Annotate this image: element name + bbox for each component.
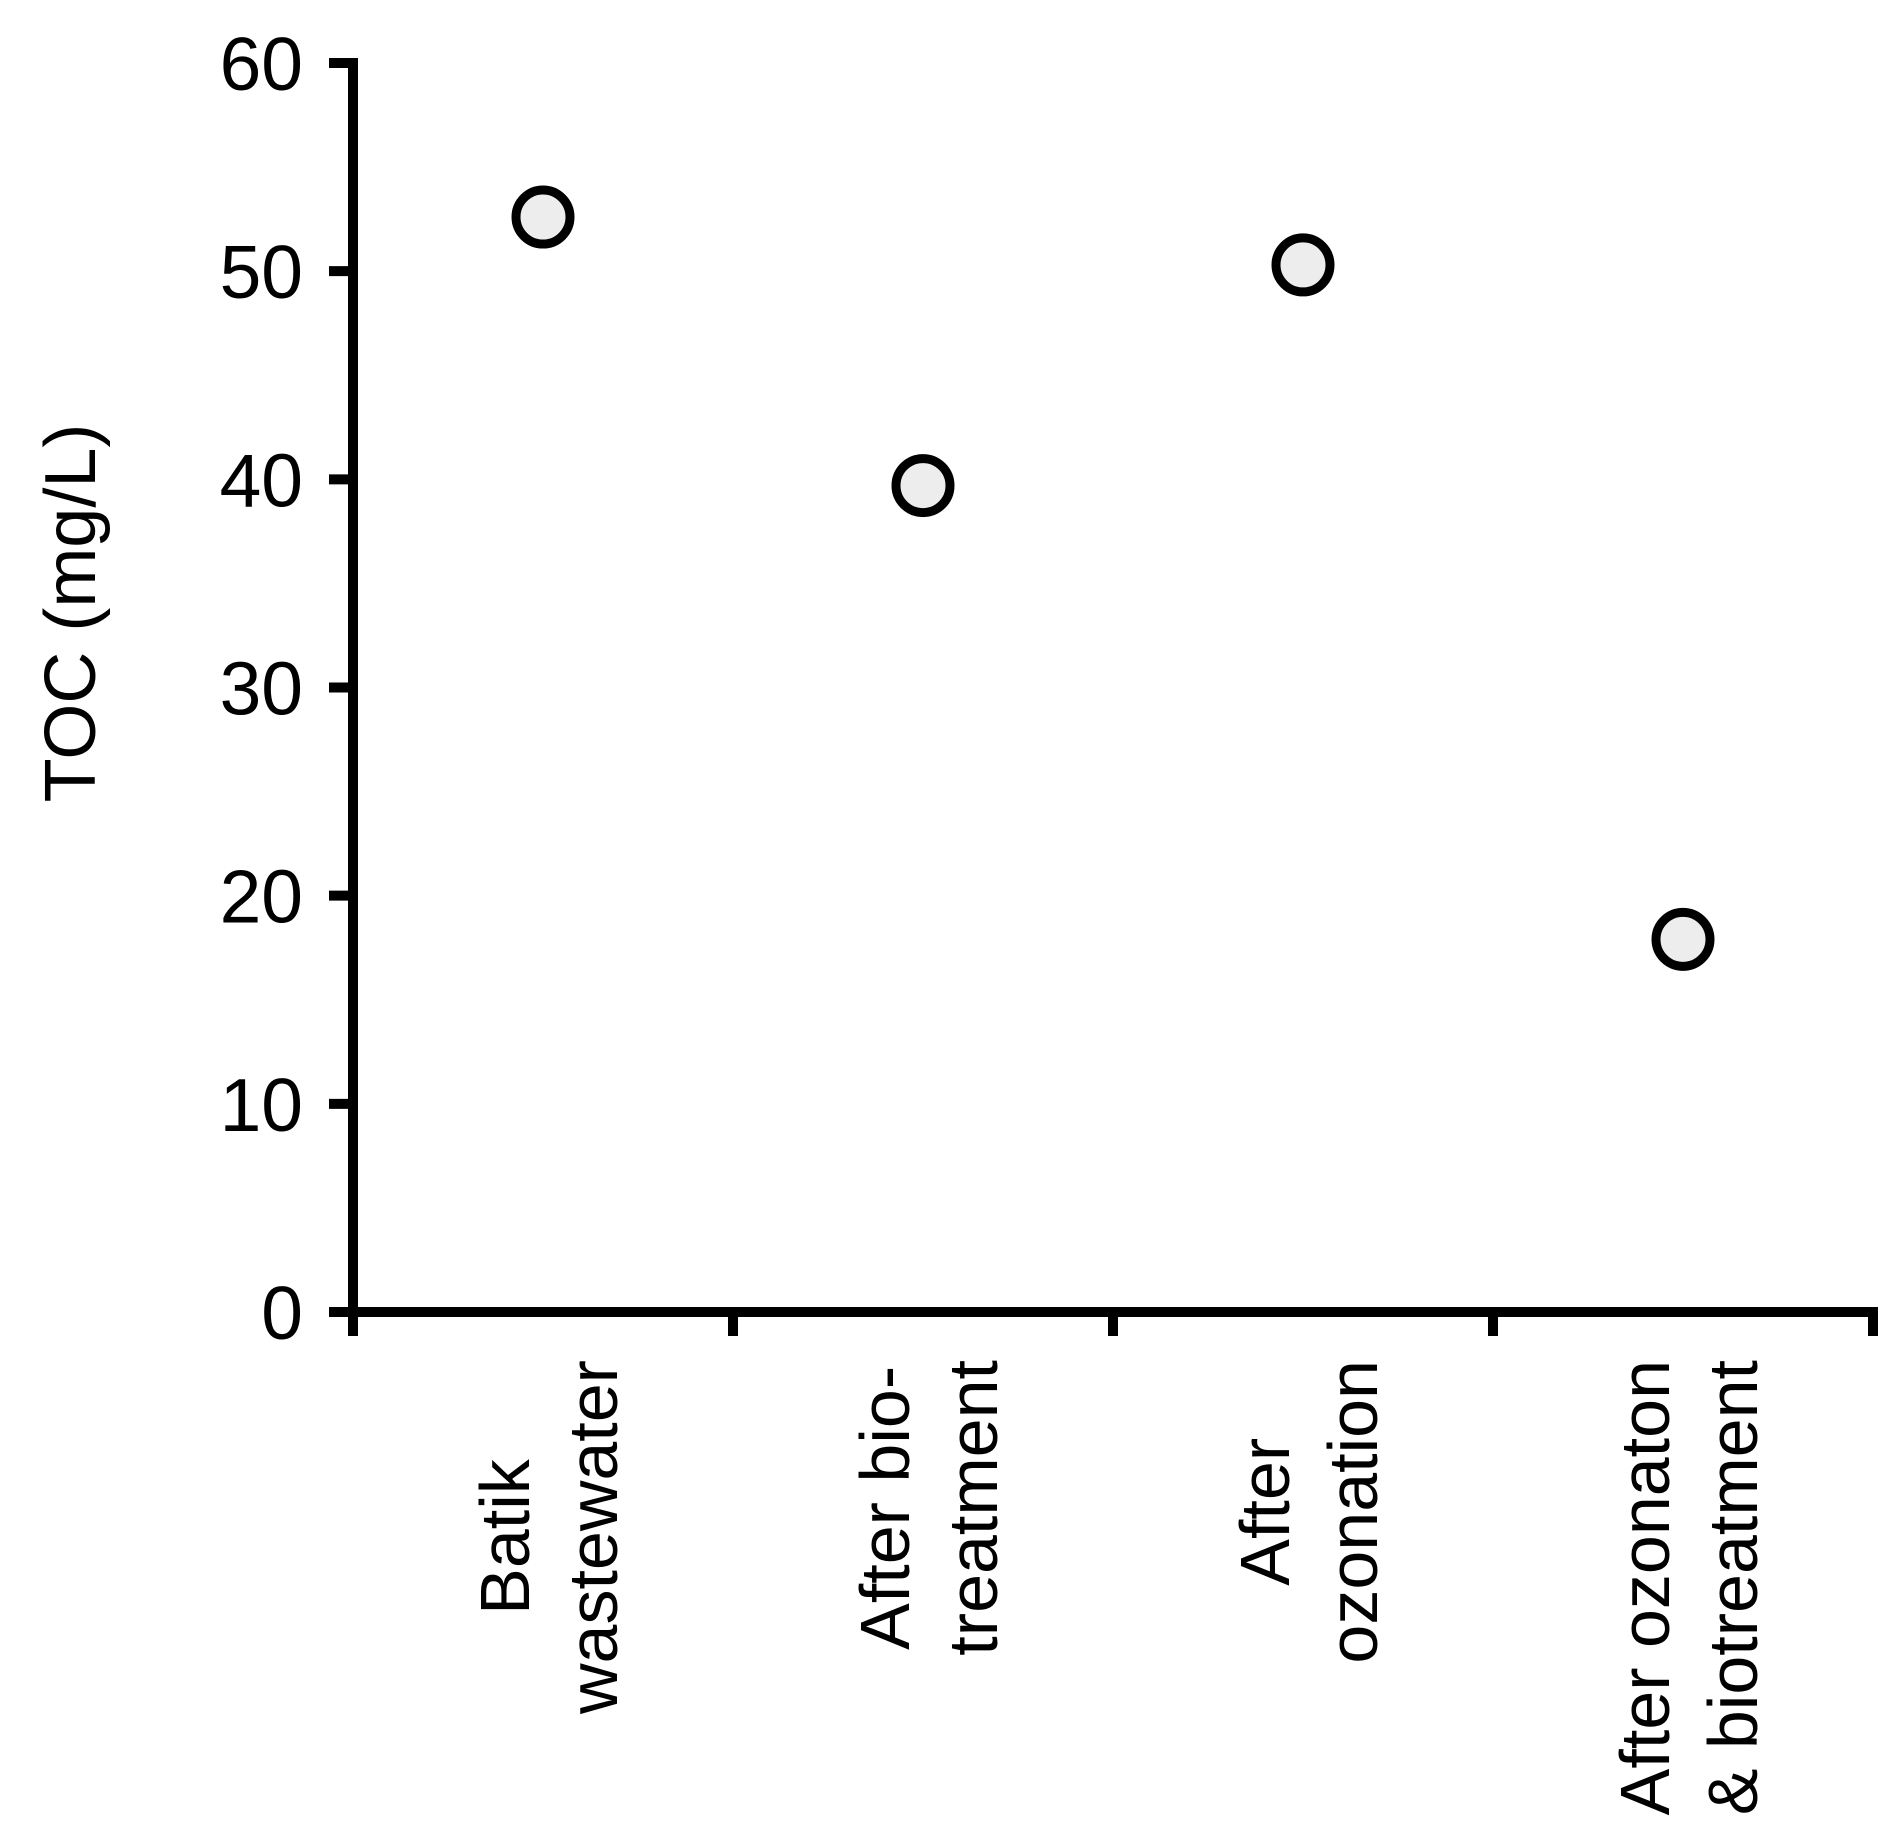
data-point [1271, 233, 1335, 297]
x-axis-category-label: After bio-treatment [846, 1360, 1012, 1656]
x-axis-category-label-line: wastewater [554, 1360, 632, 1715]
y-axis-tick-label: 10 [220, 1063, 303, 1147]
x-axis-category-label: Batik wastewater [466, 1360, 632, 1715]
x-axis-category-label-line: After ozonaton [1606, 1360, 1684, 1815]
x-axis-category-label-line: & biotreatment [1694, 1360, 1772, 1815]
y-axis-title: TOC (mg/L) [31, 424, 111, 803]
y-axis-tick-label: 20 [220, 855, 303, 939]
x-axis-category-label: After ozonation [1226, 1360, 1392, 1664]
x-axis-category-label-line: ozonation [1314, 1360, 1392, 1664]
y-axis-tick-label: 0 [261, 1271, 303, 1355]
x-axis-category-label-line: After [1226, 1438, 1304, 1586]
x-axis-category-label-line: treatment [934, 1360, 1012, 1656]
y-axis-tick-label: 50 [220, 230, 303, 314]
y-axis-tick-label: 40 [220, 438, 303, 522]
data-point [511, 185, 575, 249]
data-point [891, 454, 955, 518]
x-axis-category-label-line: After bio- [846, 1366, 924, 1650]
x-axis-category-label-line: Batik [466, 1458, 544, 1615]
data-point [1651, 907, 1715, 971]
y-axis-tick-label: 30 [220, 647, 303, 731]
y-axis-tick-label: 60 [220, 22, 303, 106]
x-axis-category-label: After ozonaton & biotreatment [1606, 1360, 1772, 1815]
